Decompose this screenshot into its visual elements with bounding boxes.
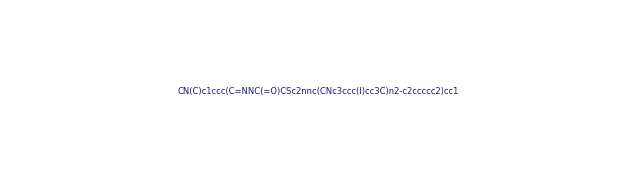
Text: CN(C)c1ccc(C=NNC(=O)CSc2nnc(CNc3ccc(I)cc3C)n2-c2ccccc2)cc1: CN(C)c1ccc(C=NNC(=O)CSc2nnc(CNc3ccc(I)cc… <box>178 87 459 96</box>
